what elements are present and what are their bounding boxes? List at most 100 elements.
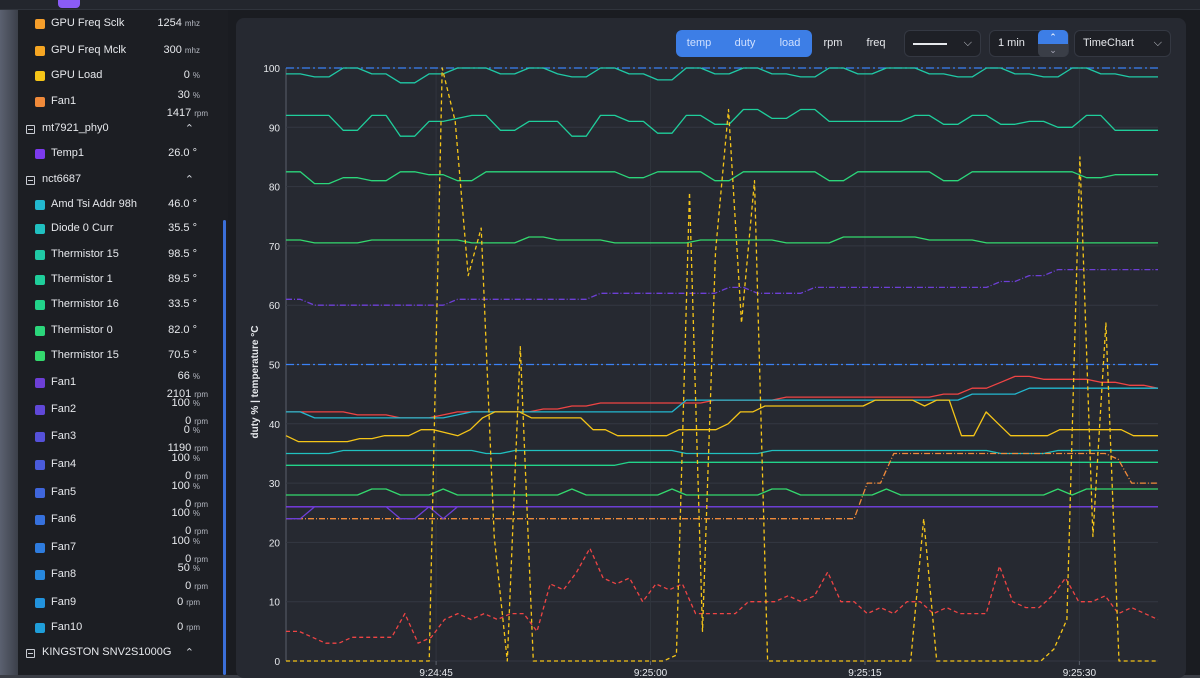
sensor-item[interactable]: Thermistor 16 33.5 ° xyxy=(18,294,218,318)
x-axis-ticks: 9:24:45 9:25:00 9:25:15 9:25:30 xyxy=(419,668,1096,678)
chip-icon xyxy=(26,176,35,185)
tab-freq[interactable]: freq xyxy=(866,37,886,49)
color-swatch[interactable] xyxy=(35,515,45,525)
sensor-item[interactable]: Temp1 26.0 ° xyxy=(18,143,218,167)
chevron-up-icon[interactable]: ⌃ xyxy=(184,647,194,659)
color-swatch[interactable] xyxy=(35,250,45,260)
tab-temp[interactable]: temp xyxy=(676,30,722,57)
sensor-label: Fan7 xyxy=(51,541,77,553)
sensor-item[interactable]: Fan5 100% 0 rpm xyxy=(18,480,218,510)
sensor-label: Amd Tsi Addr 98h xyxy=(51,198,138,210)
color-swatch[interactable] xyxy=(35,543,45,553)
chart-type-select[interactable]: TimeChart ⌵ xyxy=(1074,30,1171,57)
sensor-rpm-value: 2101 rpm xyxy=(166,388,208,400)
chevron-down-icon[interactable]: ⌄ xyxy=(1038,44,1068,57)
sensor-item[interactable]: Fan8 50% 0 rpm xyxy=(18,562,218,592)
sidebar-scrollbar[interactable] xyxy=(223,220,226,675)
tab-duty[interactable]: duty xyxy=(722,30,768,57)
sensor-value: 70.5 ° xyxy=(168,349,197,361)
chevron-down-icon: ⌵ xyxy=(1153,37,1162,49)
sensor-item[interactable]: Thermistor 0 82.0 ° xyxy=(18,320,218,344)
chevron-up-icon[interactable]: ⌃ xyxy=(184,123,194,135)
chevron-up-icon[interactable]: ⌃ xyxy=(1038,30,1068,44)
sensor-value: 35.5 ° xyxy=(168,222,197,234)
sensor-label: Thermistor 15 xyxy=(51,248,119,260)
color-swatch[interactable] xyxy=(35,224,45,234)
sensor-sidebar[interactable]: GPU Freq Sclk 1254 mhz GPU Freq Mclk 300 mhz G… xyxy=(18,10,228,675)
color-swatch[interactable] xyxy=(35,488,45,498)
sensor-item[interactable]: Fan1 30% 1417 rpm xyxy=(18,89,218,119)
time-range-stepper[interactable]: ⌃ ⌄ xyxy=(1038,30,1068,57)
tab-rpm[interactable]: rpm xyxy=(823,37,843,49)
y-tick-label: 10 xyxy=(269,598,281,609)
sensor-label: Fan1 xyxy=(51,95,77,107)
sensor-item[interactable]: Fan2 100% 0 rpm xyxy=(18,397,218,427)
sensor-label: Fan10 xyxy=(51,621,83,633)
sensor-value: 33.5 ° xyxy=(168,298,197,310)
color-swatch[interactable] xyxy=(35,570,45,580)
y-tick-label: 100 xyxy=(263,64,280,75)
color-swatch[interactable] xyxy=(35,378,45,388)
color-swatch[interactable] xyxy=(35,405,45,415)
sensor-item[interactable]: Fan10 0 rpm xyxy=(18,617,218,641)
sensor-item[interactable]: GPU Load 0% xyxy=(18,65,218,89)
title-bar xyxy=(0,0,1200,10)
app-logo-accent xyxy=(58,0,80,8)
sensor-item[interactable]: Fan7 100% 0 rpm xyxy=(18,535,218,565)
sensor-group-header[interactable]: mt7921_phy0 ⌃ xyxy=(18,118,218,142)
sensor-rpm-value: 0 rpm xyxy=(185,525,208,537)
sensor-label: Thermistor 16 xyxy=(51,298,119,310)
color-swatch[interactable] xyxy=(35,351,45,361)
y-tick-label: 80 xyxy=(269,183,281,194)
sensor-value: 100% xyxy=(171,452,200,464)
sensor-group-header[interactable]: KINGSTON SNV2S1000G ⌃ xyxy=(18,642,218,666)
color-swatch[interactable] xyxy=(35,300,45,310)
sensor-item[interactable]: Fan3 0% 1190 rpm xyxy=(18,424,218,454)
color-swatch[interactable] xyxy=(35,71,45,81)
sensor-item[interactable]: Thermistor 15 98.5 ° xyxy=(18,244,218,268)
x-tick-label: 9:25:15 xyxy=(848,668,882,678)
y-tick-label: 60 xyxy=(269,301,281,312)
sensor-rpm-value: 0 rpm xyxy=(185,553,208,565)
y-axis-ticks: 0 10 20 30 40 50 60 70 80 90 100 xyxy=(263,64,280,668)
color-swatch[interactable] xyxy=(35,97,45,107)
color-swatch[interactable] xyxy=(35,149,45,159)
chevron-up-icon[interactable]: ⌃ xyxy=(184,174,194,186)
color-swatch[interactable] xyxy=(35,598,45,608)
sensor-item[interactable]: Thermistor 15 70.5 ° xyxy=(18,345,218,369)
sensor-value: 0% xyxy=(183,424,200,436)
color-swatch[interactable] xyxy=(35,275,45,285)
sensor-item[interactable]: Amd Tsi Addr 98h 46.0 ° xyxy=(18,194,218,218)
sensor-item[interactable]: GPU Freq Sclk 1254 mhz xyxy=(18,13,218,37)
sensor-label: Fan6 xyxy=(51,513,77,525)
sensor-value: 26.0 ° xyxy=(168,147,197,159)
sensor-item[interactable]: Thermistor 1 89.5 ° xyxy=(18,269,218,293)
tab-load[interactable]: load xyxy=(768,30,812,57)
series-line xyxy=(286,236,1158,244)
sensor-group-header[interactable]: nct6687 ⌃ xyxy=(18,169,218,193)
color-swatch[interactable] xyxy=(35,432,45,442)
y-tick-label: 50 xyxy=(269,361,281,372)
sensor-label: Fan5 xyxy=(51,486,77,498)
sensor-item[interactable]: Fan1 66% 2101 rpm xyxy=(18,370,218,400)
color-swatch[interactable] xyxy=(35,460,45,470)
sensor-item[interactable]: Fan9 0 rpm xyxy=(18,592,218,616)
sensor-item[interactable]: Fan4 100% 0 rpm xyxy=(18,452,218,482)
color-swatch[interactable] xyxy=(35,326,45,336)
sensor-value: 82.0 ° xyxy=(168,324,197,336)
color-swatch[interactable] xyxy=(35,623,45,633)
sensor-item[interactable]: GPU Freq Mclk 300 mhz xyxy=(18,40,218,64)
chart-series xyxy=(285,67,1159,662)
color-swatch[interactable] xyxy=(35,19,45,29)
y-tick-label: 90 xyxy=(269,123,281,134)
chip-icon xyxy=(26,125,35,134)
x-tick-label: 9:25:30 xyxy=(1063,668,1097,678)
color-swatch[interactable] xyxy=(35,46,45,56)
sensor-item[interactable]: Diode 0 Curr 35.5 ° xyxy=(18,218,218,242)
line-solid-icon xyxy=(913,43,947,45)
sensor-rpm-value: 1417 rpm xyxy=(166,107,208,119)
color-swatch[interactable] xyxy=(35,200,45,210)
sensor-item[interactable]: Fan6 100% 0 rpm xyxy=(18,507,218,537)
line-style-select[interactable]: ⌵ xyxy=(904,30,981,57)
